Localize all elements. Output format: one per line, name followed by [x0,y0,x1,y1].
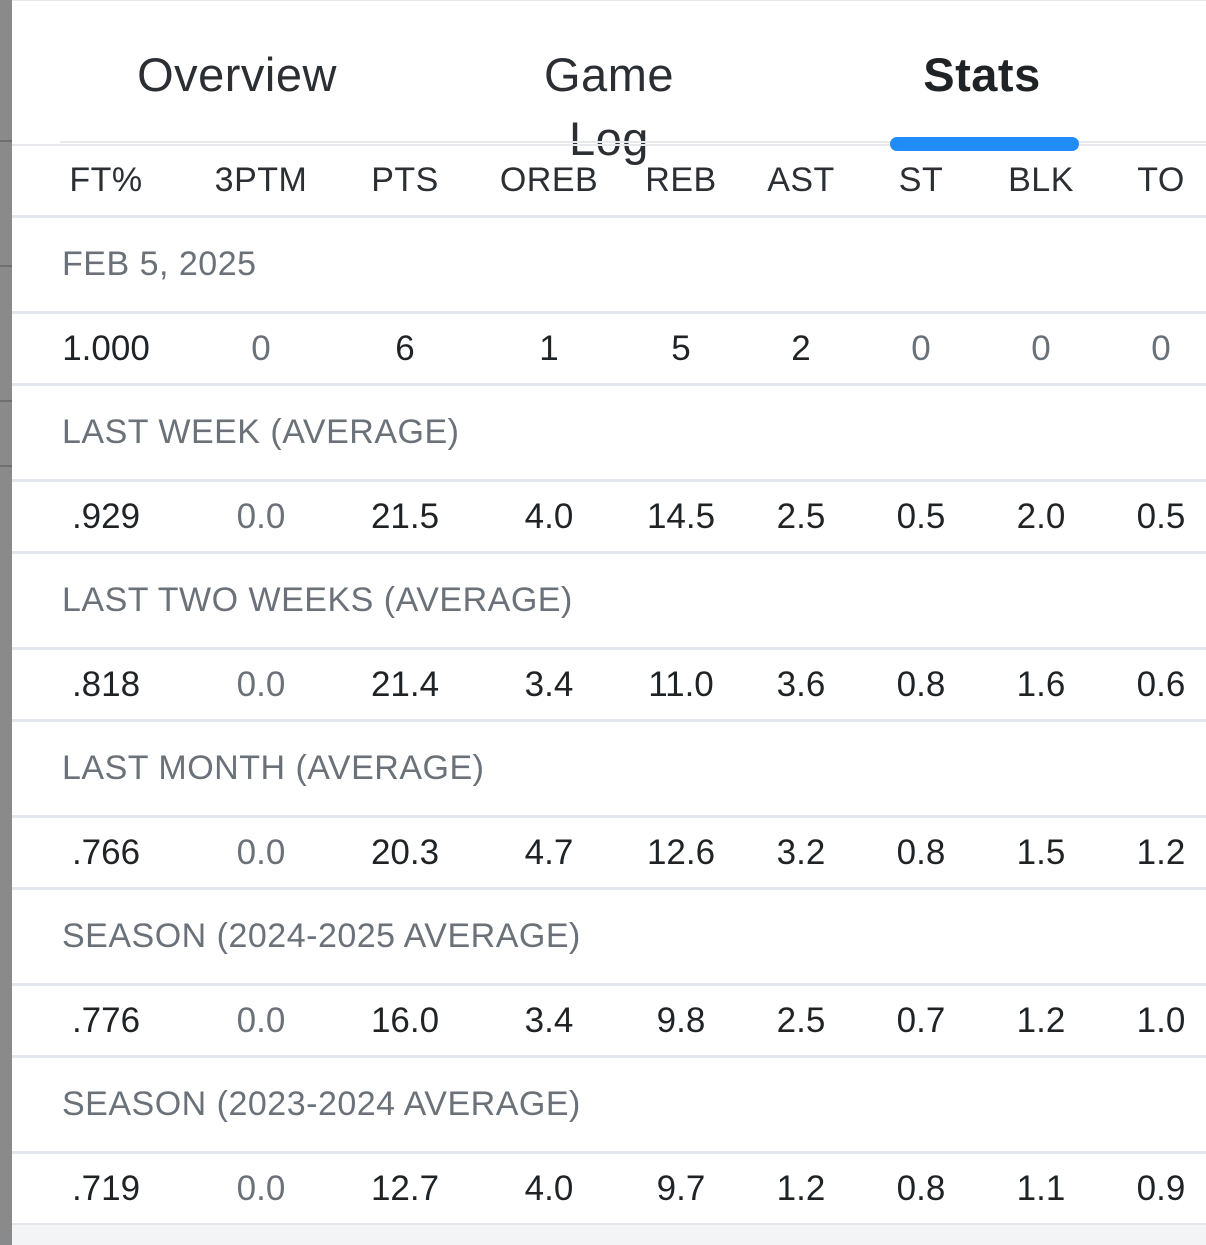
stat-value: 0 [1031,328,1051,368]
tab-game-log[interactable]: Game Log [544,48,674,165]
strip-divider [0,140,12,142]
column-header[interactable]: 3PTM [214,161,308,199]
stat-value: 0.5 [1136,496,1186,536]
stat-value: 1.1 [1016,1168,1066,1208]
section-header-row: FEB 5, 2025 [12,218,1206,314]
stat-value: 0.0 [236,1168,286,1208]
stat-value: 21.4 [370,664,440,704]
stat-value: 12.6 [646,832,716,872]
stat-value: 3.4 [524,1000,574,1040]
section-header-row: LAST TWO WEEKS (AVERAGE) [12,554,1206,650]
active-tab-indicator [890,137,1079,151]
section-header-row: SEASON (2023-2024 AVERAGE) [12,1058,1206,1154]
section-header-row: SEASON (2024-2025 AVERAGE) [12,890,1206,986]
stat-value: .776 [71,1000,141,1040]
stat-value: .929 [71,496,141,536]
table-row: .719 0.0 12.7 4.0 9.7 1.2 0.8 1.1 0.9 [12,1154,1206,1226]
table-row: .818 0.0 21.4 3.4 11.0 3.6 0.8 1.6 0.6 [12,650,1206,722]
stat-value: 0.8 [896,1168,946,1208]
stat-value: 0.7 [896,1000,946,1040]
stat-value: 0.9 [1136,1168,1186,1208]
stat-value: 0.0 [236,832,286,872]
table-row: .776 0.0 16.0 3.4 9.8 2.5 0.7 1.2 1.0 [12,986,1206,1058]
stat-value: 0 [911,328,931,368]
stat-value: 6 [395,328,415,368]
strip-divider [0,400,12,402]
strip-divider [0,265,12,267]
section-label: SEASON (2023-2024 AVERAGE) [62,1085,581,1123]
stat-value: 3.2 [776,832,826,872]
section-label: FEB 5, 2025 [62,245,257,283]
tab-divider [12,144,1206,146]
column-header[interactable]: TO [1137,161,1185,199]
column-header[interactable]: BLK [1008,161,1074,199]
stat-value: 1.6 [1016,664,1066,704]
column-header[interactable]: PTS [371,161,439,199]
stat-value: 1.2 [1016,1000,1066,1040]
stat-value: 2.5 [776,496,826,536]
stat-value: 1.2 [1136,832,1186,872]
section-label: SEASON (2024-2025 AVERAGE) [62,917,581,955]
stat-value: 0.6 [1136,664,1186,704]
player-panel: Overview Game Log Stats FT% 3PTM PTS OREB RE… [12,0,1206,1245]
stat-value: 1 [539,328,559,368]
stat-value: 3.6 [776,664,826,704]
table-footer-area [12,1225,1206,1245]
section-label: LAST MONTH (AVERAGE) [62,749,485,787]
stat-value: .766 [71,832,141,872]
stat-value: .818 [71,664,141,704]
stat-value: 4.0 [524,1168,574,1208]
stat-value: 1.000 [62,328,150,368]
stat-value: 0 [251,328,271,368]
stat-value: 0 [1151,328,1171,368]
stat-value: 0.0 [236,664,286,704]
stat-value: 21.5 [370,496,440,536]
column-header[interactable]: ST [898,161,944,199]
column-header[interactable]: AST [767,161,835,199]
stat-value: 4.7 [524,832,574,872]
tab-stats[interactable]: Stats [923,48,1041,101]
stat-value: 0.5 [896,496,946,536]
column-header[interactable]: REB [645,161,717,199]
tab-divider [60,141,1206,143]
table-row: .766 0.0 20.3 4.7 12.6 3.2 0.8 1.5 1.2 [12,818,1206,890]
stat-value: .719 [71,1168,141,1208]
stat-value: 0.8 [896,664,946,704]
stat-value: 20.3 [370,832,440,872]
stat-value: 4.0 [524,496,574,536]
left-edge-strip [0,0,12,1245]
table-header-row: FT% 3PTM PTS OREB REB AST ST BLK TO [12,146,1206,218]
stat-value: 16.0 [370,1000,440,1040]
section-header-row: LAST MONTH (AVERAGE) [12,722,1206,818]
stat-value: 2.5 [776,1000,826,1040]
stat-value: 3.4 [524,664,574,704]
table-row: 1.000 0 6 1 5 2 0 0 0 [12,314,1206,386]
stat-value: 2.0 [1016,496,1066,536]
stat-value: 1.2 [776,1168,826,1208]
stat-value: 11.0 [648,664,714,704]
strip-divider [0,465,12,467]
section-header-row: LAST WEEK (AVERAGE) [12,386,1206,482]
section-label: LAST WEEK (AVERAGE) [62,413,460,451]
column-header[interactable]: FT% [69,161,143,199]
stat-value: 9.8 [656,1000,706,1040]
tab-overview[interactable]: Overview [137,48,337,101]
stat-value: 12.7 [370,1168,440,1208]
tab-bar: Overview Game Log Stats [12,1,1206,165]
section-label: LAST TWO WEEKS (AVERAGE) [62,581,573,619]
stat-value: 0.0 [236,1000,286,1040]
stat-value: 1.5 [1016,832,1066,872]
table-row: .929 0.0 21.5 4.0 14.5 2.5 0.5 2.0 0.5 [12,482,1206,554]
stat-value: 9.7 [656,1168,706,1208]
stat-value: 0.8 [896,832,946,872]
stat-value: 14.5 [646,496,716,536]
column-header[interactable]: OREB [499,161,599,199]
stat-value: 1.0 [1136,1000,1186,1040]
stat-value: 0.0 [236,496,286,536]
stat-value: 5 [671,328,691,368]
stat-value: 2 [791,328,811,368]
